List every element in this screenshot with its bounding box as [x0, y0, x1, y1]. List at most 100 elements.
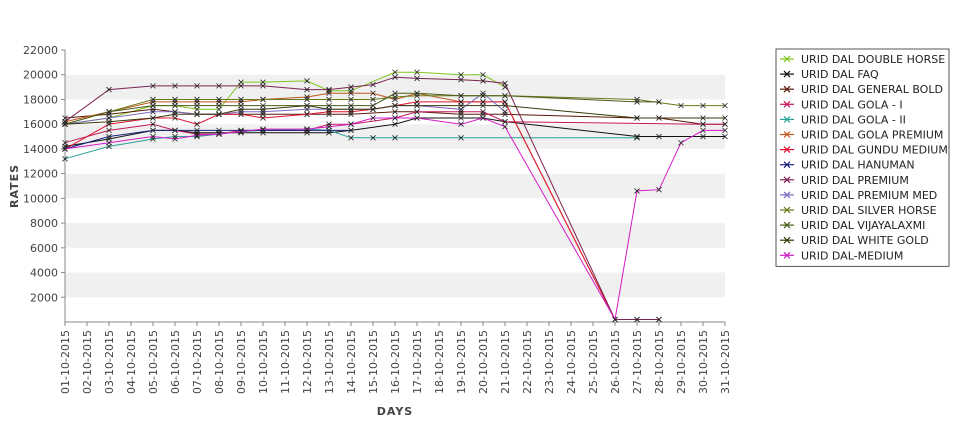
data-point: [260, 126, 266, 132]
series-lines: [62, 69, 728, 323]
data-point: [656, 186, 662, 193]
data-point: [150, 102, 156, 109]
legend-item: URID DAL FAQ: [780, 68, 879, 81]
data-point: [172, 111, 178, 118]
data-point: [480, 115, 486, 121]
data-point: [194, 132, 200, 139]
data-point: [634, 96, 640, 103]
data-point: [326, 106, 332, 113]
legend-label: URID DAL FAQ: [801, 68, 879, 81]
data-point: [370, 81, 376, 88]
y-tick-label: 22000: [23, 44, 58, 57]
data-point: [458, 121, 464, 127]
legend-label: URID DAL GOLA - I: [801, 98, 903, 111]
data-point: [414, 75, 420, 82]
x-tick-label: 16-10-2015: [389, 330, 402, 394]
data-point: [172, 136, 178, 142]
legend-label: URID DAL SILVER HORSE: [801, 204, 937, 217]
data-point: [414, 109, 420, 115]
data-point: [348, 127, 354, 134]
legend-marker: [783, 131, 791, 138]
legend-item: URID DAL DOUBLE HORSE: [780, 53, 945, 66]
x-tick-label: 17-10-2015: [411, 330, 424, 394]
data-point: [260, 115, 266, 121]
x-axis-label: DAYS: [377, 405, 413, 418]
x-tick-label: 01-10-2015: [59, 330, 72, 394]
data-point: [194, 102, 200, 109]
data-point: [304, 86, 310, 93]
legend-marker: [783, 100, 791, 108]
x-tick-label: 22-10-2015: [521, 330, 534, 394]
data-point: [502, 80, 508, 87]
y-tick-label: 12000: [23, 168, 58, 181]
data-point: [62, 139, 68, 146]
data-point: [238, 106, 244, 113]
series-line: [64, 101, 659, 320]
data-point: [216, 102, 222, 109]
data-point: [700, 102, 706, 109]
data-point: [304, 102, 310, 109]
data-point: [370, 90, 376, 97]
data-point: [392, 69, 398, 76]
grid-band: [65, 50, 725, 75]
data-point: [392, 134, 398, 141]
data-point: [194, 83, 200, 89]
x-tick-label: 18-10-2015: [433, 330, 446, 394]
data-point: [326, 123, 332, 130]
data-point: [458, 92, 464, 99]
data-point: [480, 71, 486, 78]
data-point: [414, 102, 420, 109]
legend-label: URID DAL GOLA PREMIUM: [801, 129, 943, 142]
data-point: [304, 126, 310, 132]
data-point: [172, 133, 178, 140]
y-tick-label: 2000: [30, 291, 58, 304]
data-point: [150, 127, 156, 134]
legend-item: URID DAL-MEDIUM: [780, 249, 903, 262]
grid-band: [65, 148, 725, 174]
legend-item: URID DAL PREMIUM: [780, 174, 909, 187]
x-tick-label: 19-10-2015: [455, 330, 468, 394]
legend-marker: [783, 115, 791, 123]
legend-box: [775, 48, 950, 267]
legend-label: URID DAL WHITE GOLD: [801, 234, 929, 247]
legend-marker: [783, 221, 791, 229]
data-point: [216, 131, 222, 137]
data-point: [392, 121, 398, 127]
data-point: [260, 109, 266, 115]
x-tick-label: 10-10-2015: [257, 330, 270, 394]
data-point: [348, 121, 354, 127]
x-tick-label: 24-10-2015: [565, 330, 578, 394]
data-point: [392, 74, 398, 80]
data-point: [700, 121, 706, 127]
legend-item: URID DAL PREMIUM MED: [780, 189, 937, 202]
data-point: [216, 96, 222, 103]
y-tick-label: 14000: [23, 143, 58, 156]
x-tick-label: 23-10-2015: [543, 330, 556, 394]
data-point: [480, 92, 486, 99]
x-tick-label: 21-10-2015: [499, 330, 512, 394]
legend: URID DAL DOUBLE HORSE URID DAL FAQ URID DA…: [775, 48, 950, 267]
data-point: [656, 115, 662, 121]
data-point: [172, 96, 178, 103]
x-axis: 01-10-2015 02-10-2015 03-10-2015 04-10-2015…: [59, 321, 732, 394]
data-point: [370, 115, 376, 121]
series-13: [62, 115, 728, 323]
data-point: [150, 121, 156, 127]
x-tick-label: 02-10-2015: [81, 330, 94, 394]
data-point: [722, 127, 728, 134]
data-point: [62, 156, 68, 162]
y-tick-label: 16000: [23, 118, 58, 131]
data-point: [370, 106, 376, 113]
data-point: [458, 71, 464, 78]
x-tick-label: 25-10-2015: [587, 330, 600, 394]
series-line: [64, 111, 725, 144]
legend-marker: [783, 85, 791, 93]
legend-marker: [783, 161, 791, 169]
data-point: [216, 83, 222, 89]
legend-marker: [783, 70, 791, 78]
data-point: [194, 96, 200, 103]
data-point: [326, 86, 332, 93]
legend-marker: [783, 146, 791, 154]
x-tick-label: 31-10-2015: [719, 330, 732, 394]
